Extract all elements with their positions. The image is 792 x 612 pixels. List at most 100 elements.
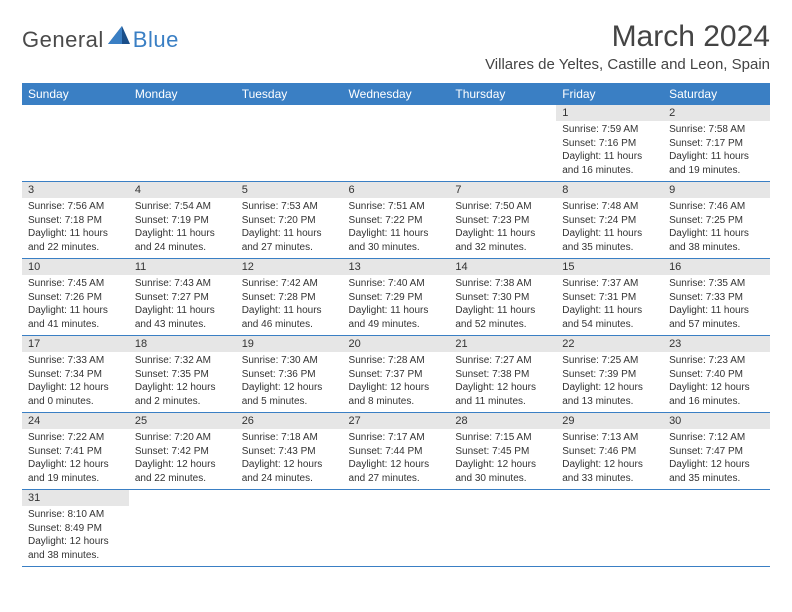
sunset-text: Sunset: 7:20 PM — [242, 214, 337, 228]
day2-text: and 33 minutes. — [562, 472, 657, 486]
day-number-cell: 15 — [556, 259, 663, 276]
day-content-cell: Sunrise: 7:22 AMSunset: 7:41 PMDaylight:… — [22, 429, 129, 490]
day-number-cell — [129, 105, 236, 121]
sunrise-text: Sunrise: 7:38 AM — [455, 277, 550, 291]
day-number-cell: 3 — [22, 182, 129, 199]
day-header-sun: Sunday — [22, 83, 129, 105]
day-number-cell: 12 — [236, 259, 343, 276]
day2-text: and 38 minutes. — [28, 549, 123, 563]
day1-text: Daylight: 11 hours — [455, 304, 550, 318]
day-content-cell: Sunrise: 7:32 AMSunset: 7:35 PMDaylight:… — [129, 352, 236, 413]
day-content-cell — [129, 506, 236, 567]
day2-text: and 54 minutes. — [562, 318, 657, 332]
day2-text: and 24 minutes. — [242, 472, 337, 486]
day2-text: and 46 minutes. — [242, 318, 337, 332]
day1-text: Daylight: 12 hours — [349, 458, 444, 472]
location: Villares de Yeltes, Castille and Leon, S… — [485, 56, 770, 73]
day1-text: Daylight: 12 hours — [455, 381, 550, 395]
day-content-cell: Sunrise: 7:27 AMSunset: 7:38 PMDaylight:… — [449, 352, 556, 413]
sunrise-text: Sunrise: 7:59 AM — [562, 123, 657, 137]
day-content-cell: Sunrise: 7:35 AMSunset: 7:33 PMDaylight:… — [663, 275, 770, 336]
day-number-cell: 22 — [556, 336, 663, 353]
day1-text: Daylight: 11 hours — [562, 150, 657, 164]
day-content-cell: Sunrise: 7:28 AMSunset: 7:37 PMDaylight:… — [343, 352, 450, 413]
day2-text: and 27 minutes. — [349, 472, 444, 486]
day-number-cell — [556, 490, 663, 507]
day-number-cell: 24 — [22, 413, 129, 430]
title-block: March 2024 Villares de Yeltes, Castille … — [485, 20, 770, 79]
day-content-cell — [236, 121, 343, 182]
sunset-text: Sunset: 7:46 PM — [562, 445, 657, 459]
day-content-cell: Sunrise: 7:38 AMSunset: 7:30 PMDaylight:… — [449, 275, 556, 336]
day-number-cell: 30 — [663, 413, 770, 430]
sunrise-text: Sunrise: 7:35 AM — [669, 277, 764, 291]
logo-text-blue: Blue — [133, 27, 179, 53]
day-number-cell: 17 — [22, 336, 129, 353]
header: General Blue March 2024 Villares de Yelt… — [22, 20, 770, 79]
day-content-cell: Sunrise: 7:20 AMSunset: 7:42 PMDaylight:… — [129, 429, 236, 490]
day-content-cell — [663, 506, 770, 567]
day-number-cell: 21 — [449, 336, 556, 353]
sunset-text: Sunset: 7:34 PM — [28, 368, 123, 382]
calendar-table: Sunday Monday Tuesday Wednesday Thursday… — [22, 83, 770, 567]
sunset-text: Sunset: 7:44 PM — [349, 445, 444, 459]
sunset-text: Sunset: 7:19 PM — [135, 214, 230, 228]
sunset-text: Sunset: 7:43 PM — [242, 445, 337, 459]
sunrise-text: Sunrise: 7:28 AM — [349, 354, 444, 368]
sunset-text: Sunset: 7:24 PM — [562, 214, 657, 228]
day-number-cell: 29 — [556, 413, 663, 430]
day-content-cell: Sunrise: 7:12 AMSunset: 7:47 PMDaylight:… — [663, 429, 770, 490]
day2-text: and 2 minutes. — [135, 395, 230, 409]
sunset-text: Sunset: 7:45 PM — [455, 445, 550, 459]
day-content-cell: Sunrise: 7:56 AMSunset: 7:18 PMDaylight:… — [22, 198, 129, 259]
sunset-text: Sunset: 7:29 PM — [349, 291, 444, 305]
day2-text: and 22 minutes. — [135, 472, 230, 486]
sunrise-text: Sunrise: 7:50 AM — [455, 200, 550, 214]
day-number-cell: 7 — [449, 182, 556, 199]
day-content-cell: Sunrise: 7:13 AMSunset: 7:46 PMDaylight:… — [556, 429, 663, 490]
logo-text-general: General — [22, 27, 104, 53]
day-content-cell: Sunrise: 7:48 AMSunset: 7:24 PMDaylight:… — [556, 198, 663, 259]
sunset-text: Sunset: 7:17 PM — [669, 137, 764, 151]
sunrise-text: Sunrise: 7:56 AM — [28, 200, 123, 214]
day-header-mon: Monday — [129, 83, 236, 105]
day-number-cell: 4 — [129, 182, 236, 199]
day-number-cell: 13 — [343, 259, 450, 276]
sunset-text: Sunset: 7:30 PM — [455, 291, 550, 305]
day-number-cell: 27 — [343, 413, 450, 430]
day-number-cell — [663, 490, 770, 507]
day-number-cell: 31 — [22, 490, 129, 507]
day-number-row: 31 — [22, 490, 770, 507]
sunrise-text: Sunrise: 7:18 AM — [242, 431, 337, 445]
day-content-cell: Sunrise: 7:15 AMSunset: 7:45 PMDaylight:… — [449, 429, 556, 490]
day-header-wed: Wednesday — [343, 83, 450, 105]
day1-text: Daylight: 12 hours — [135, 458, 230, 472]
day-header-row: Sunday Monday Tuesday Wednesday Thursday… — [22, 83, 770, 105]
day1-text: Daylight: 12 hours — [349, 381, 444, 395]
day2-text: and 8 minutes. — [349, 395, 444, 409]
day-content-cell: Sunrise: 7:17 AMSunset: 7:44 PMDaylight:… — [343, 429, 450, 490]
day-content-row: Sunrise: 7:59 AMSunset: 7:16 PMDaylight:… — [22, 121, 770, 182]
day-content-cell: Sunrise: 7:50 AMSunset: 7:23 PMDaylight:… — [449, 198, 556, 259]
day-number-cell: 11 — [129, 259, 236, 276]
day-content-cell — [449, 506, 556, 567]
day2-text: and 24 minutes. — [135, 241, 230, 255]
day1-text: Daylight: 11 hours — [669, 304, 764, 318]
logo-triangle-icon — [108, 26, 130, 44]
day2-text: and 5 minutes. — [242, 395, 337, 409]
day-number-cell: 1 — [556, 105, 663, 121]
day2-text: and 49 minutes. — [349, 318, 444, 332]
day2-text: and 22 minutes. — [28, 241, 123, 255]
day1-text: Daylight: 11 hours — [349, 227, 444, 241]
sunrise-text: Sunrise: 7:25 AM — [562, 354, 657, 368]
day1-text: Daylight: 12 hours — [28, 381, 123, 395]
sunset-text: Sunset: 7:38 PM — [455, 368, 550, 382]
day2-text: and 11 minutes. — [455, 395, 550, 409]
day-number-cell — [343, 490, 450, 507]
sunset-text: Sunset: 7:36 PM — [242, 368, 337, 382]
day-number-row: 3456789 — [22, 182, 770, 199]
sunset-text: Sunset: 7:42 PM — [135, 445, 230, 459]
day2-text: and 38 minutes. — [669, 241, 764, 255]
sunset-text: Sunset: 7:18 PM — [28, 214, 123, 228]
sunset-text: Sunset: 7:16 PM — [562, 137, 657, 151]
